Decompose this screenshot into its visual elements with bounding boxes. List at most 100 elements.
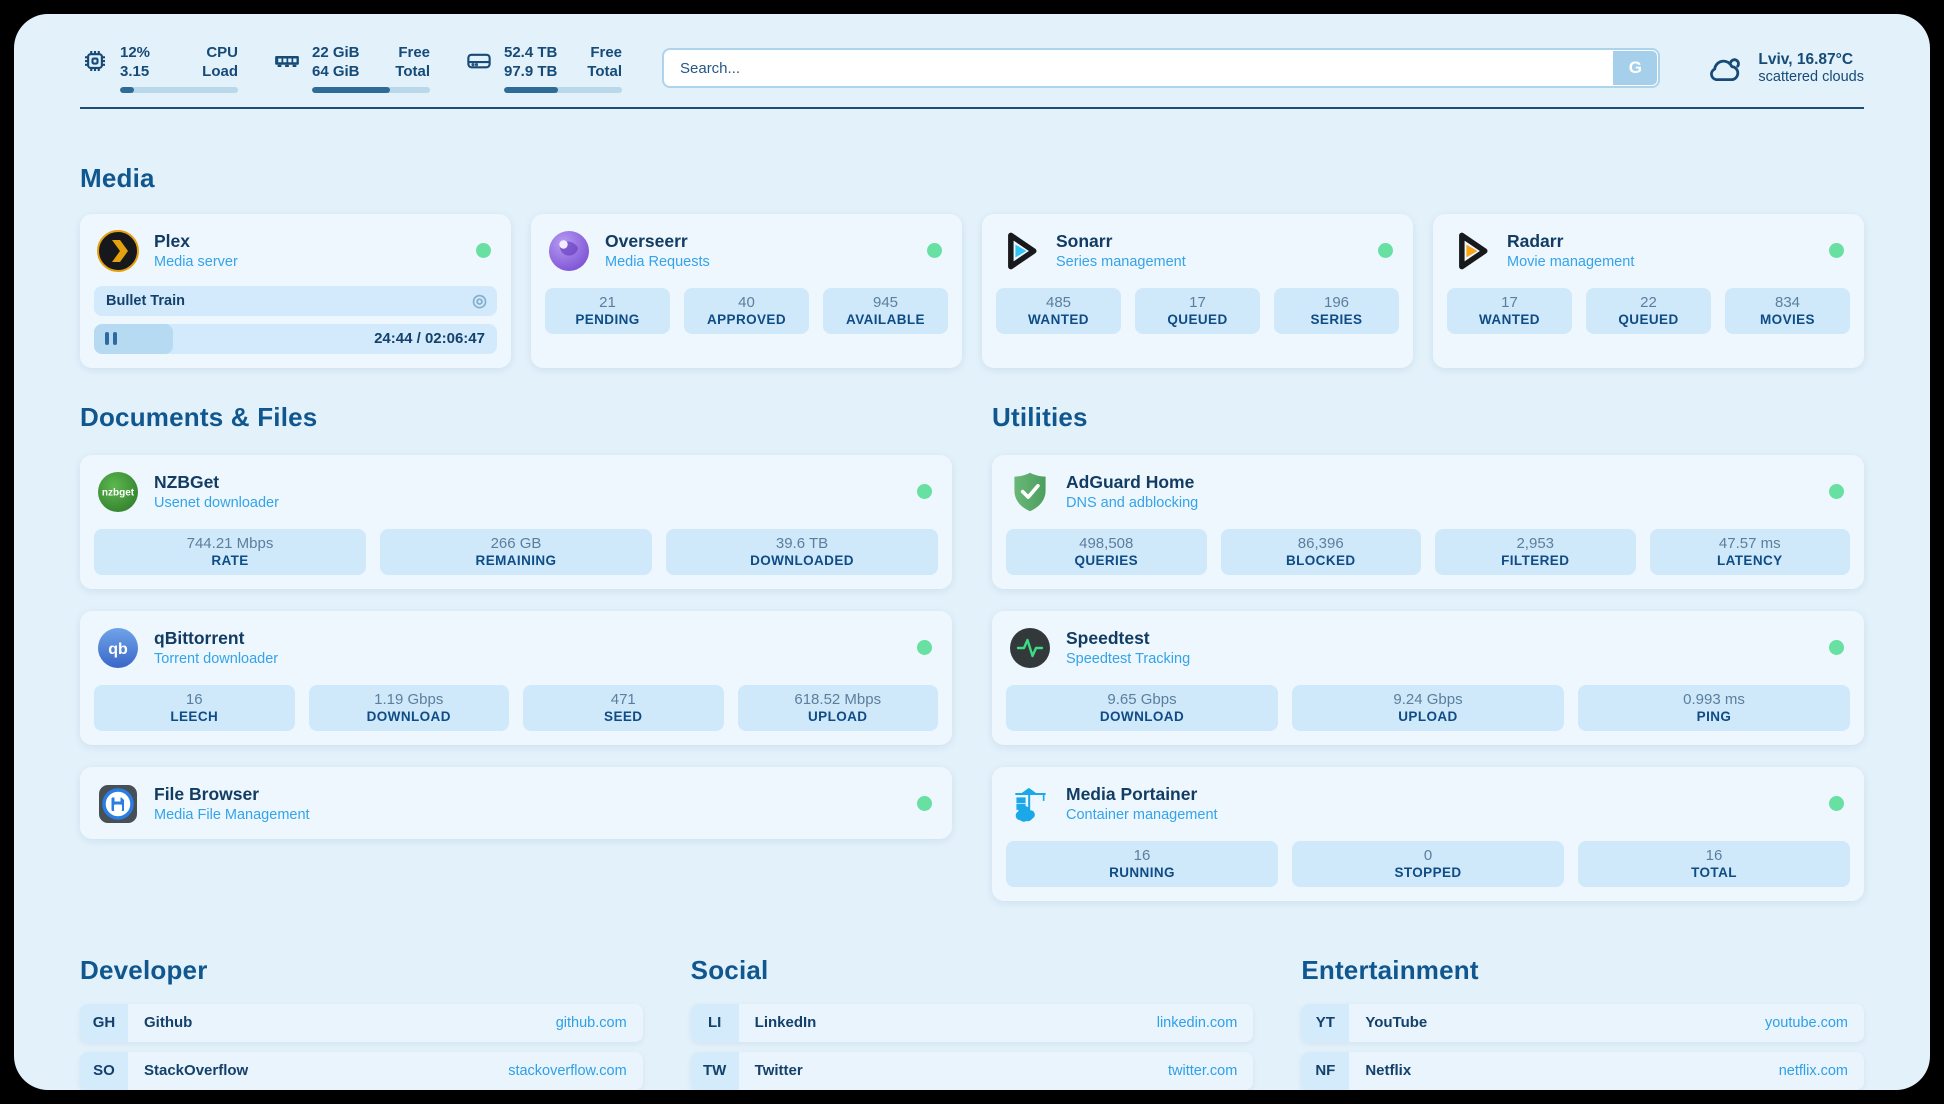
- stat-remaining: 266 GB REMAINING: [380, 528, 652, 575]
- service-title: Plex: [154, 231, 190, 251]
- stat-latency: 47.57 ms LATENCY: [1649, 528, 1850, 575]
- service-card-filebrowser[interactable]: File Browser Media File Management: [80, 766, 952, 839]
- status-dot: [927, 243, 942, 258]
- topbar-divider: [80, 106, 1864, 109]
- service-card-portainer[interactable]: Media Portainer Container management 16 …: [992, 766, 1864, 901]
- service-title: Media Portainer: [1066, 784, 1198, 804]
- service-card-plex[interactable]: Plex Media server Bullet Train ◎ 24:44 /…: [80, 213, 511, 368]
- section-documents: Documents & Files nzbget NZBGet Usenet d…: [80, 402, 952, 901]
- cpu-load-label: Load: [202, 62, 238, 80]
- storage-widget: 52.4 TB 97.9 TB Free Total: [464, 44, 622, 93]
- stat-queued: 17 QUEUED: [1135, 287, 1260, 334]
- link-stackoverflow[interactable]: SO StackOverflow stackoverflow.com: [80, 1051, 643, 1090]
- service-title: Sonarr: [1056, 231, 1113, 251]
- service-title: Radarr: [1507, 231, 1564, 251]
- link-url[interactable]: youtube.com: [1764, 1014, 1848, 1031]
- link-url[interactable]: stackoverflow.com: [508, 1062, 627, 1079]
- link-url[interactable]: github.com: [555, 1014, 627, 1031]
- cpu-usage-value: 12%: [120, 44, 151, 61]
- link-url[interactable]: netflix.com: [1778, 1062, 1848, 1079]
- adguard-icon: [1014, 472, 1046, 511]
- cpu-icon: [85, 51, 105, 71]
- system-widgets: 12% 3.15 CPU Load: [80, 44, 622, 93]
- documents-heading: Documents & Files: [80, 401, 318, 432]
- status-dot: [1829, 640, 1844, 655]
- link-youtube[interactable]: YT YouTube youtube.com: [1301, 1003, 1864, 1042]
- service-subtitle: DNS and adblocking: [1066, 495, 1199, 511]
- link-twitter[interactable]: TW Twitter twitter.com: [690, 1051, 1254, 1090]
- stat-upload: 9.24 Gbps UPLOAD: [1292, 684, 1564, 731]
- pause-icon[interactable]: [105, 332, 117, 345]
- service-subtitle: Media server: [154, 254, 238, 270]
- playback-time: 24:44 / 02:06:47: [374, 330, 485, 347]
- link-netflix[interactable]: NF Netflix netflix.com: [1301, 1051, 1864, 1090]
- hard-drive-icon: [467, 53, 491, 69]
- stat-download: 1.19 Gbps DOWNLOAD: [308, 684, 509, 731]
- service-card-overseerr[interactable]: Overseerr Media Requests 21 PENDING 40 A…: [531, 213, 962, 368]
- stat-available: 945 AVAILABLE: [823, 287, 948, 334]
- service-card-radarr[interactable]: Radarr Movie management 17 WANTED 22 QUE…: [1433, 213, 1864, 368]
- media-heading: Media: [80, 162, 155, 193]
- search-provider-button[interactable]: G: [1613, 51, 1658, 86]
- stat-total: 16 TOTAL: [1578, 840, 1850, 887]
- service-card-nzbget[interactable]: nzbget NZBGet Usenet downloader 744.21 M…: [80, 454, 952, 589]
- memory-progress-track: [312, 86, 430, 93]
- service-card-adguard[interactable]: AdGuard Home DNS and adblocking 498,508 …: [992, 454, 1864, 589]
- service-subtitle: Series management: [1056, 254, 1186, 270]
- link-name: Github: [144, 1014, 193, 1031]
- cpu-widget: 12% 3.15 CPU Load: [80, 44, 238, 93]
- developer-heading: Developer: [80, 954, 208, 985]
- storage-total-value: 97.9 TB: [504, 62, 558, 80]
- radarr-icon: [1459, 232, 1488, 269]
- cpu-label: CPU: [206, 44, 238, 61]
- service-card-sonarr[interactable]: Sonarr Series management 485 WANTED 17 Q…: [982, 213, 1413, 368]
- social-heading: Social: [690, 954, 769, 985]
- stat-approved: 40 APPROVED: [684, 287, 809, 334]
- now-playing-view-icon[interactable]: ◎: [472, 291, 487, 310]
- playback-progress-bar[interactable]: 24:44 / 02:06:47: [94, 323, 497, 354]
- service-subtitle: Speedtest Tracking: [1066, 651, 1191, 667]
- link-github[interactable]: GH Github github.com: [80, 1003, 643, 1042]
- status-dot: [1829, 484, 1844, 499]
- stat-ping: 0.993 ms PING: [1578, 684, 1850, 731]
- storage-progress-track: [504, 86, 622, 93]
- section-entertainment: Entertainment YT YouTube youtube.com NF …: [1301, 955, 1864, 1091]
- stat-upload: 618.52 Mbps UPLOAD: [737, 684, 938, 731]
- link-name: Netflix: [1365, 1062, 1412, 1079]
- cpu-progress-track: [120, 86, 238, 93]
- link-url[interactable]: linkedin.com: [1156, 1014, 1238, 1031]
- stat-running: 16 RUNNING: [1006, 840, 1278, 887]
- qbittorrent-icon: qb: [98, 627, 138, 668]
- storage-free-value: 52.4 TB: [504, 44, 558, 61]
- storage-free-label: Free: [590, 44, 622, 61]
- link-url[interactable]: twitter.com: [1168, 1062, 1238, 1079]
- top-bar: 12% 3.15 CPU Load: [80, 44, 1864, 93]
- memory-progress-fill: [312, 86, 390, 93]
- status-dot: [1378, 243, 1393, 258]
- stat-downloaded: 39.6 TB DOWNLOADED: [666, 528, 938, 575]
- service-subtitle: Torrent downloader: [154, 651, 279, 667]
- link-linkedin[interactable]: LI LinkedIn linkedin.com: [690, 1003, 1254, 1042]
- memory-free-label: Free: [398, 44, 430, 61]
- plex-icon: [97, 229, 139, 272]
- service-card-qbittorrent[interactable]: qb qBittorrent Torrent downloader 16 LEE…: [80, 610, 952, 745]
- link-abbr: YT: [1301, 1003, 1350, 1042]
- portainer-icon: [1015, 787, 1046, 822]
- link-abbr: LI: [690, 1003, 739, 1042]
- link-name: StackOverflow: [144, 1062, 249, 1079]
- service-title: qBittorrent: [154, 628, 245, 648]
- entertainment-heading: Entertainment: [1301, 954, 1479, 985]
- service-title: File Browser: [154, 784, 260, 804]
- status-dot: [1829, 796, 1844, 811]
- service-card-speedtest[interactable]: Speedtest Speedtest Tracking 9.65 Gbps D…: [992, 610, 1864, 745]
- memory-total-value: 64 GiB: [312, 62, 360, 80]
- service-subtitle: Container management: [1066, 807, 1218, 823]
- search-input[interactable]: [662, 48, 1661, 89]
- nzbget-icon: nzbget: [98, 471, 138, 512]
- svg-text:qb: qb: [108, 641, 128, 658]
- link-abbr: NF: [1301, 1051, 1350, 1090]
- section-media: Media Plex Media server Bullet Train: [80, 163, 1864, 368]
- stat-queued: 22 QUEUED: [1586, 287, 1711, 334]
- link-name: YouTube: [1365, 1014, 1428, 1031]
- cpu-load-value: 3.15: [120, 62, 150, 80]
